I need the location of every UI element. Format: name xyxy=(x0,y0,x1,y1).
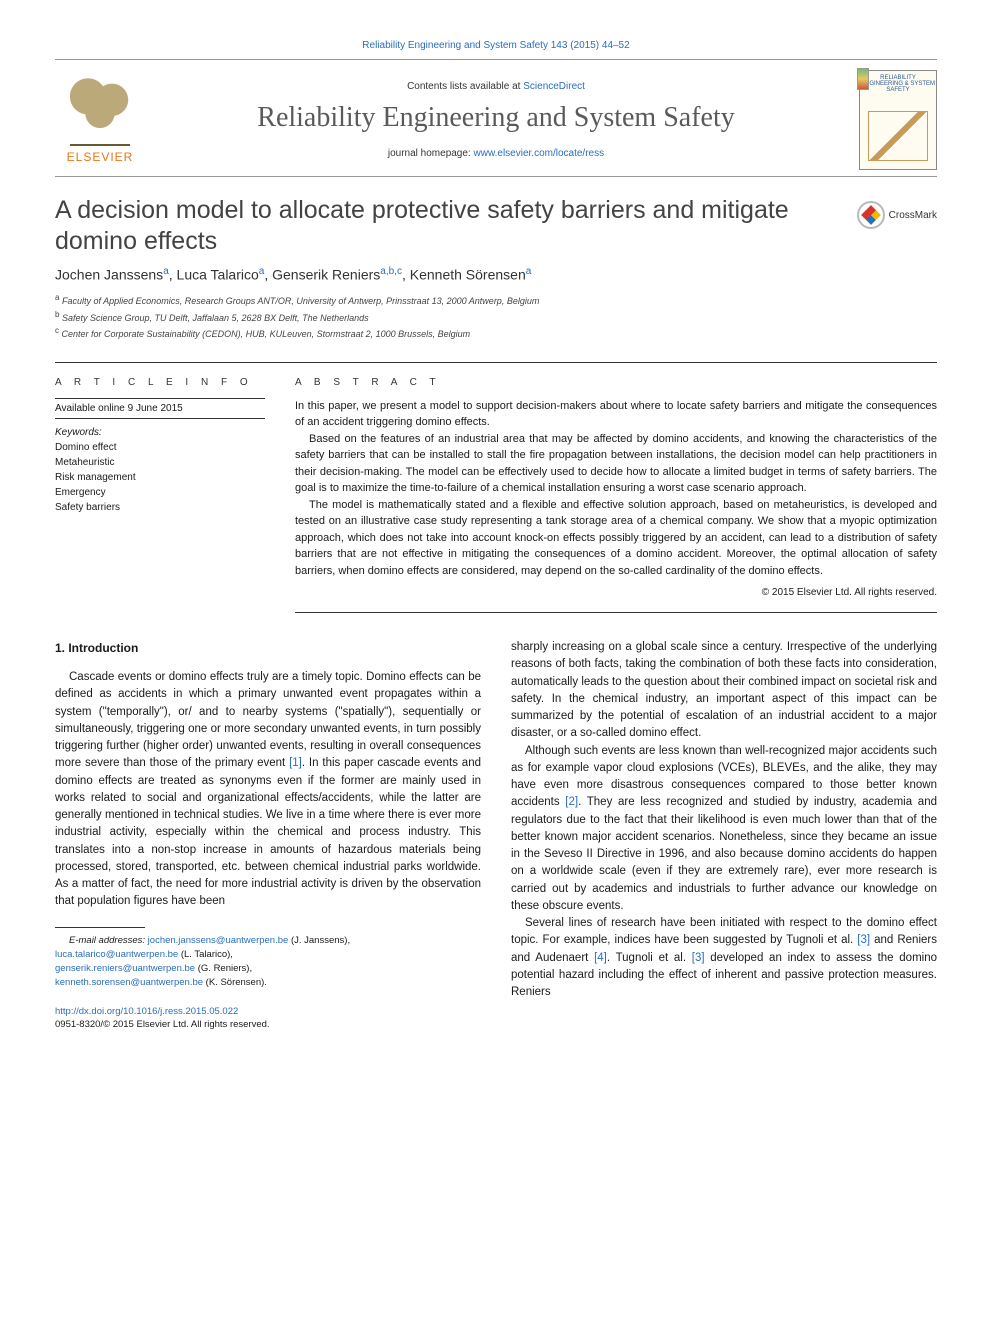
left-column: 1. Introduction Cascade events or domino… xyxy=(55,639,481,1031)
cover-stripe-icon xyxy=(857,68,869,90)
homepage-link[interactable]: www.elsevier.com/locate/ress xyxy=(474,148,605,159)
affiliations: a Faculty of Applied Economics, Research… xyxy=(55,292,937,342)
aff-a: Faculty of Applied Economics, Research G… xyxy=(62,296,539,306)
homepage-label: journal homepage: xyxy=(388,148,474,159)
email-4-who: (K. Sörensen). xyxy=(206,977,267,988)
publisher-logo: ELSEVIER xyxy=(55,76,145,164)
email-3-who: (G. Reniers) xyxy=(198,963,250,974)
article-title: A decision model to allocate protective … xyxy=(55,195,845,258)
available-online: Available online 9 June 2015 xyxy=(55,398,265,419)
article-info-head: A R T I C L E I N F O xyxy=(55,377,265,388)
author-3: Genserik Reniers xyxy=(272,266,380,282)
ref-link[interactable]: [3] xyxy=(857,934,870,946)
issn-line: 0951-8320/© 2015 Elsevier Ltd. All right… xyxy=(55,1019,270,1030)
author-1: Jochen Janssens xyxy=(55,266,163,282)
keyword-2: Metaheuristic xyxy=(55,455,265,470)
keyword-4: Emergency xyxy=(55,485,265,500)
email-label: E-mail addresses: xyxy=(69,935,148,946)
author-1-sup[interactable]: a xyxy=(163,266,169,277)
aff-c: Center for Corporate Sustainability (CED… xyxy=(62,329,471,339)
crossmark-badge[interactable]: CrossMark xyxy=(857,201,937,229)
email-4[interactable]: kenneth.sorensen@uantwerpen.be xyxy=(55,977,203,988)
email-2[interactable]: luca.talarico@uantwerpen.be xyxy=(55,949,178,960)
email-1-who: (J. Janssens) xyxy=(291,935,348,946)
right-column: sharply increasing on a global scale sin… xyxy=(511,639,937,1031)
abstract-p1: In this paper, we present a model to sup… xyxy=(295,398,937,431)
doi-link[interactable]: http://dx.doi.org/10.1016/j.ress.2015.05… xyxy=(55,1006,238,1017)
right-p2: Although such events are less known than… xyxy=(511,743,937,916)
ref-link[interactable]: [1] xyxy=(289,757,302,769)
journal-masthead: ELSEVIER Contents lists available at Sci… xyxy=(55,59,937,177)
keyword-5: Safety barriers xyxy=(55,500,265,515)
doi-block: http://dx.doi.org/10.1016/j.ress.2015.05… xyxy=(55,1005,481,1032)
journal-title: Reliability Engineering and System Safet… xyxy=(145,102,847,134)
author-3-sup[interactable]: a,b,c xyxy=(380,266,402,277)
email-2-who: (L. Talarico) xyxy=(181,949,230,960)
author-2: Luca Talarico xyxy=(177,266,259,282)
ref-link[interactable]: [3] xyxy=(692,952,705,964)
authors-line: Jochen Janssensa, Luca Talaricoa, Genser… xyxy=(55,266,937,283)
contents-label: Contents lists available at xyxy=(407,81,523,92)
crossmark-label: CrossMark xyxy=(889,210,937,221)
contents-line: Contents lists available at ScienceDirec… xyxy=(145,81,847,92)
elsevier-tree-icon xyxy=(70,76,130,146)
sciencedirect-link[interactable]: ScienceDirect xyxy=(523,81,585,92)
abstract-column: A B S T R A C T In this paper, we presen… xyxy=(295,377,937,614)
section-1-heading: 1. Introduction xyxy=(55,639,481,657)
aff-sup-c: c xyxy=(55,326,59,335)
footnote-rule xyxy=(55,927,145,928)
intro-p1: Cascade events or domino effects truly a… xyxy=(55,669,481,911)
aff-b: Safety Science Group, TU Delft, Jaffalaa… xyxy=(62,313,369,323)
citation-header: Reliability Engineering and System Safet… xyxy=(55,40,937,51)
keyword-3: Risk management xyxy=(55,470,265,485)
author-2-sup[interactable]: a xyxy=(259,266,265,277)
journal-homepage-line: journal homepage: www.elsevier.com/locat… xyxy=(145,148,847,159)
publisher-name: ELSEVIER xyxy=(67,150,134,164)
author-4: Kenneth Sörensen xyxy=(410,266,526,282)
article-info-column: A R T I C L E I N F O Available online 9… xyxy=(55,377,265,614)
ref-link[interactable]: [3] xyxy=(692,952,705,964)
crossmark-ring-icon xyxy=(857,201,885,229)
abstract-p3: The model is mathematically stated and a… xyxy=(295,497,937,580)
aff-sup-b: b xyxy=(55,310,59,319)
author-4-sup[interactable]: a xyxy=(526,266,532,277)
keywords-head: Keywords: xyxy=(55,427,265,438)
abstract-head: A B S T R A C T xyxy=(295,377,937,388)
cover-title: RELIABILITY ENGINEERING & SYSTEM SAFETY xyxy=(861,75,935,93)
ref-link[interactable]: [2] xyxy=(565,796,578,808)
ref-link[interactable]: [4] xyxy=(594,952,607,964)
crossmark-inner-icon xyxy=(861,205,881,225)
email-3[interactable]: genserik.reniers@uantwerpen.be xyxy=(55,963,195,974)
email-1[interactable]: jochen.janssens@uantwerpen.be xyxy=(148,935,289,946)
journal-cover-icon: RELIABILITY ENGINEERING & SYSTEM SAFETY xyxy=(859,70,937,170)
right-p1: sharply increasing on a global scale sin… xyxy=(511,639,937,743)
cover-graphic-icon xyxy=(868,111,928,161)
right-p3: Several lines of research have been init… xyxy=(511,915,937,1001)
email-footnotes: E-mail addresses: jochen.janssens@uantwe… xyxy=(55,934,481,991)
abstract-p2: Based on the features of an industrial a… xyxy=(295,431,937,497)
keyword-1: Domino effect xyxy=(55,440,265,455)
abstract-copyright: © 2015 Elsevier Ltd. All rights reserved… xyxy=(295,587,937,598)
aff-sup-a: a xyxy=(55,293,59,302)
ref-link[interactable]: [3] xyxy=(857,934,870,946)
